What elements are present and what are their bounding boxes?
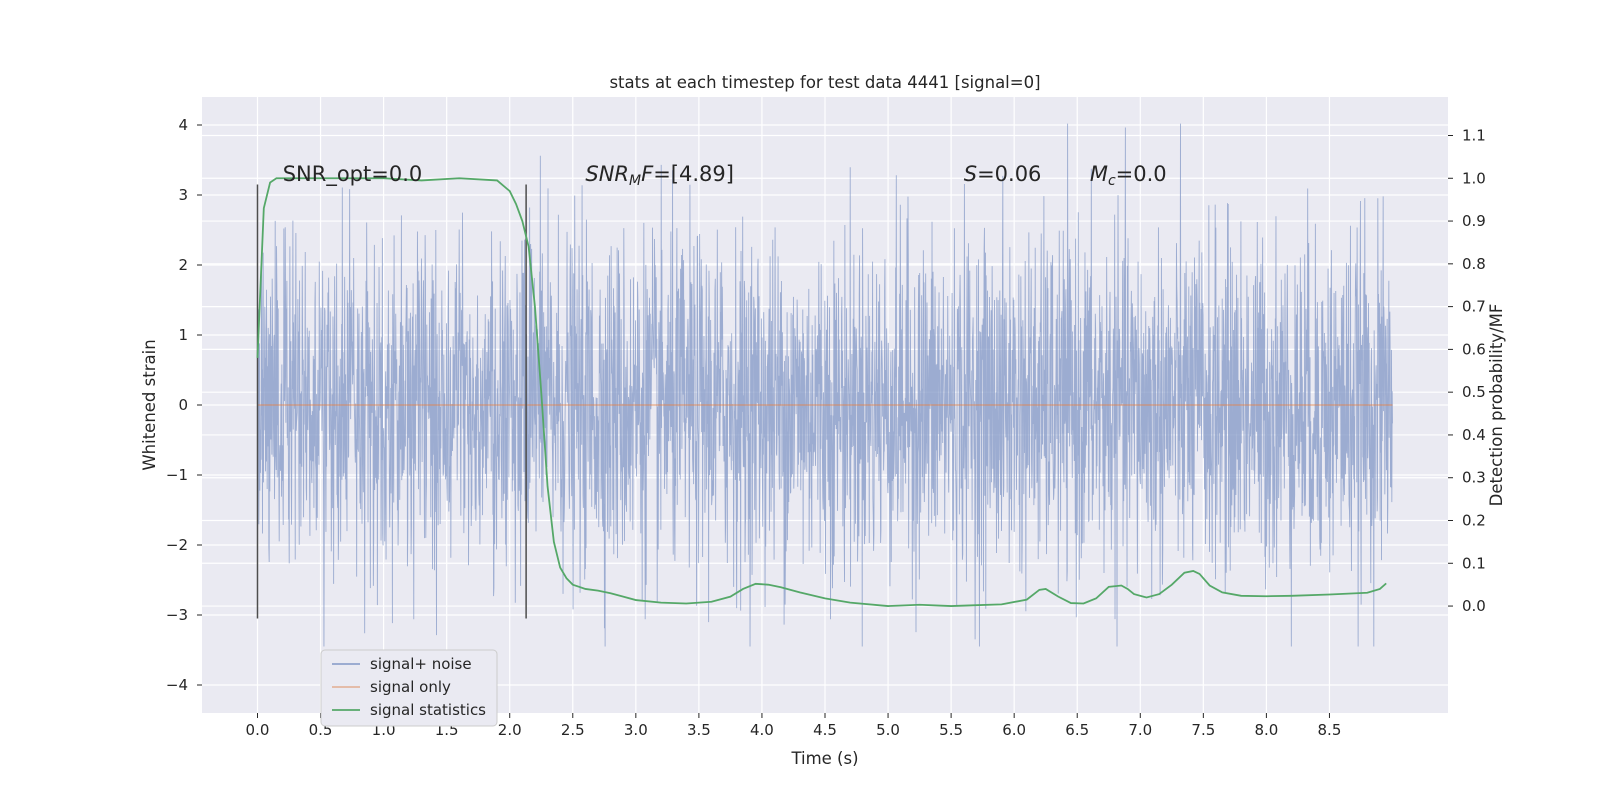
series-signal-noise (257, 123, 1393, 647)
y-axis-ticks: −4 −3 −2 −1 0 1 2 3 4 (166, 116, 202, 694)
legend-label-signal-noise: signal+ noise (370, 655, 472, 673)
x-tick-label: 6.0 (1002, 721, 1026, 739)
x-tick-label: 5.0 (876, 721, 900, 739)
y-tick-label: −4 (166, 676, 188, 694)
y-tick-label: −1 (166, 466, 188, 484)
y-tick-label: 3 (178, 186, 188, 204)
x-tick-label: 4.5 (813, 721, 837, 739)
y-right-tick-label: 1.1 (1462, 127, 1486, 145)
legend-label-signal-only: signal only (370, 678, 451, 696)
x-tick-label: 3.0 (624, 721, 648, 739)
x-tick-label: 8.0 (1254, 721, 1278, 739)
y-right-tick-label: 0.5 (1462, 383, 1486, 401)
x-tick-label: 0.0 (246, 721, 270, 739)
x-tick-label: 2.0 (498, 721, 522, 739)
y-right-tick-label: 0.8 (1462, 255, 1486, 273)
legend-box (320, 649, 498, 727)
y-right-tick-label: 1.0 (1462, 169, 1486, 187)
y-tick-label: 0 (178, 396, 188, 414)
annotations: SNR_opt=0.0 SNRMF=[4.89] S=0.06 Mc=0.0 (283, 162, 1167, 189)
y-tick-label: −3 (166, 606, 188, 624)
y-right-tick-label: 0.6 (1462, 340, 1486, 358)
x-tick-label: 2.5 (561, 721, 585, 739)
x-tick-label: 6.5 (1065, 721, 1089, 739)
x-axis-ticks: 0.0 0.5 1.0 1.5 2.0 2.5 3.0 3.5 4.0 4.5 5.0 5.5 6.0 6… (246, 713, 1342, 739)
annotation-text: SNR_opt=0.0 (283, 162, 423, 187)
legend: signal+ noise signal only signal statist… (320, 649, 498, 727)
noise-trace (257, 123, 1393, 647)
y-right-tick-label: 0.0 (1462, 597, 1486, 615)
y-right-tick-label: 0.2 (1462, 512, 1486, 530)
y-right-tick-label: 0.4 (1462, 426, 1486, 444)
y-right-axis-ticks: 0.0 0.1 0.2 0.3 0.4 0.5 0.6 0.7 0.8 0.9 1.0 1.1 (1448, 127, 1486, 615)
y-axis-label: Whitened strain (140, 339, 159, 470)
series-signal-statistics (256, 177, 1387, 607)
x-tick-label: 3.5 (687, 721, 711, 739)
y-tick-label: 1 (178, 326, 188, 344)
y-right-tick-label: 0.3 (1462, 469, 1486, 487)
annotation-text: SNRMF=[4.89] (585, 162, 734, 189)
annotation-text: S=0.06 (964, 162, 1042, 186)
x-tick-label: 7.5 (1191, 721, 1215, 739)
x-tick-label: 5.5 (939, 721, 963, 739)
x-tick-label: 4.0 (750, 721, 774, 739)
y-right-tick-label: 0.7 (1462, 298, 1486, 316)
legend-label-signal-statistics: signal statistics (370, 701, 486, 719)
y-right-tick-label: 0.9 (1462, 212, 1486, 230)
y-right-axis-label: Detection probability/MF (1487, 304, 1506, 507)
chart-title: stats at each timestep for test data 444… (609, 73, 1040, 92)
x-tick-label: 8.5 (1318, 721, 1342, 739)
y-tick-label: −2 (166, 536, 188, 554)
y-tick-label: 2 (178, 256, 188, 274)
marker-lines (256, 184, 527, 619)
x-tick-label: 7.0 (1128, 721, 1152, 739)
y-right-tick-label: 0.1 (1462, 554, 1486, 572)
annotation-text: Mc=0.0 (1090, 162, 1167, 189)
statistics-line (256, 177, 1387, 607)
y-tick-label: 4 (178, 116, 188, 134)
x-axis-label: Time (s) (790, 749, 858, 768)
